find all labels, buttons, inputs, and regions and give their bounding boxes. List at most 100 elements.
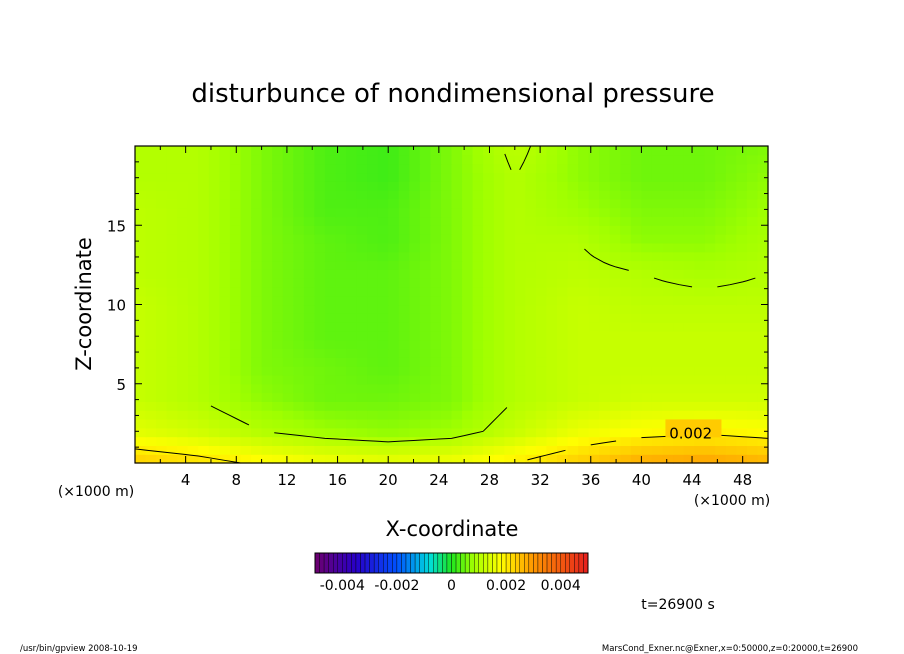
heatmap-cell	[588, 146, 600, 156]
heatmap-cell	[261, 339, 273, 350]
heatmap-cell	[419, 234, 431, 244]
colorbar-bin	[414, 552, 420, 574]
heatmap-cell	[367, 286, 379, 297]
heatmap-cell	[578, 410, 590, 420]
heatmap-cell	[725, 146, 737, 156]
heatmap-cell	[757, 242, 769, 253]
heatmap-cell	[609, 357, 621, 367]
heatmap-cell	[409, 436, 421, 446]
heatmap-cell	[177, 401, 189, 411]
heatmap-cell	[356, 366, 368, 376]
heatmap-cell	[588, 216, 600, 226]
heatmap-cell	[746, 278, 759, 288]
heatmap-cell	[704, 163, 716, 174]
heatmap-cell	[145, 234, 157, 244]
heatmap-cell	[377, 339, 389, 350]
heatmap-cell	[314, 295, 326, 306]
heatmap-cell	[451, 383, 463, 394]
heatmap-cell	[272, 260, 284, 270]
heatmap-cell	[472, 445, 484, 455]
heatmap-cell	[757, 322, 769, 332]
heatmap-cell	[219, 357, 231, 367]
heatmap-cell	[314, 348, 326, 358]
heatmap-cell	[746, 418, 759, 429]
heatmap-cell	[578, 401, 590, 411]
heatmap-cell	[694, 207, 706, 218]
heatmap-cell	[293, 242, 305, 253]
heatmap-cell	[525, 436, 537, 446]
heatmap-cell	[419, 278, 431, 288]
heatmap-cell	[736, 146, 748, 156]
heatmap-cell	[641, 339, 653, 350]
heatmap-cell	[483, 234, 495, 244]
heatmap-cell	[303, 427, 315, 438]
heatmap-cell	[145, 348, 157, 358]
heatmap-cell	[557, 181, 569, 191]
heatmap-cell	[630, 260, 642, 270]
heatmap-cell	[208, 339, 220, 350]
heatmap-cell	[377, 322, 389, 332]
heatmap-cell	[673, 286, 685, 297]
heatmap-cell	[303, 357, 315, 367]
y-axis-label: Z-coordinate	[72, 237, 96, 371]
heatmap-cell	[251, 216, 263, 226]
x-tick-label: 4	[181, 471, 191, 489]
heatmap-cell	[166, 198, 178, 209]
heatmap-cell	[609, 454, 621, 464]
heatmap-cell	[472, 322, 484, 332]
colorbar-bin	[487, 552, 493, 574]
heatmap-cell	[177, 198, 189, 209]
heatmap-cell	[293, 260, 305, 270]
x-tick-label: 48	[733, 471, 752, 489]
heatmap-cell	[356, 225, 368, 235]
heatmap-cell	[272, 418, 284, 429]
heatmap-cell	[535, 216, 548, 226]
heatmap-cell	[135, 295, 147, 306]
heatmap-cell	[398, 418, 410, 429]
heatmap-cell	[166, 410, 178, 420]
heatmap-cell	[377, 269, 389, 279]
heatmap-cell	[272, 383, 284, 394]
heatmap-cell	[620, 286, 632, 297]
heatmap-cell	[525, 286, 537, 297]
heatmap-cell	[514, 146, 526, 156]
heatmap-cell	[736, 190, 748, 200]
heatmap-cell	[198, 146, 210, 156]
heatmap-cell	[462, 366, 474, 376]
heatmap-cell	[419, 418, 431, 429]
heatmap-cell	[504, 357, 516, 367]
heatmap-cell	[293, 234, 305, 244]
heatmap-cell	[599, 181, 611, 191]
heatmap-cell	[451, 242, 463, 253]
heatmap-cell	[272, 216, 284, 226]
heatmap-cell	[261, 251, 273, 262]
heatmap-cell	[578, 427, 590, 438]
heatmap-cell	[746, 286, 759, 297]
heatmap-cell	[641, 366, 653, 376]
heatmap-cell	[725, 216, 737, 226]
heatmap-cell	[620, 190, 632, 200]
heatmap-cell	[272, 357, 284, 367]
heatmap-cell	[303, 251, 315, 262]
heatmap-cell	[620, 322, 632, 332]
heatmap-cell	[187, 436, 199, 446]
heatmap-cell	[599, 163, 611, 174]
heatmap-cell	[335, 198, 347, 209]
heatmap-cell	[293, 410, 305, 420]
heatmap-cell	[725, 207, 737, 218]
heatmap-cell	[377, 260, 389, 270]
heatmap-cell	[303, 278, 315, 288]
heatmap-cell	[219, 251, 231, 262]
heatmap-cell	[388, 181, 400, 191]
heatmap-cell	[177, 269, 189, 279]
heatmap-cell	[451, 392, 463, 402]
heatmap-cell	[483, 357, 495, 367]
heatmap-cell	[440, 339, 453, 350]
heatmap-cell	[504, 330, 516, 341]
heatmap-cell	[483, 374, 495, 385]
heatmap-cell	[694, 383, 706, 394]
heatmap-cell	[588, 339, 600, 350]
heatmap-cell	[525, 216, 537, 226]
colorbar-bin	[437, 552, 443, 574]
heatmap-cell	[177, 445, 189, 455]
